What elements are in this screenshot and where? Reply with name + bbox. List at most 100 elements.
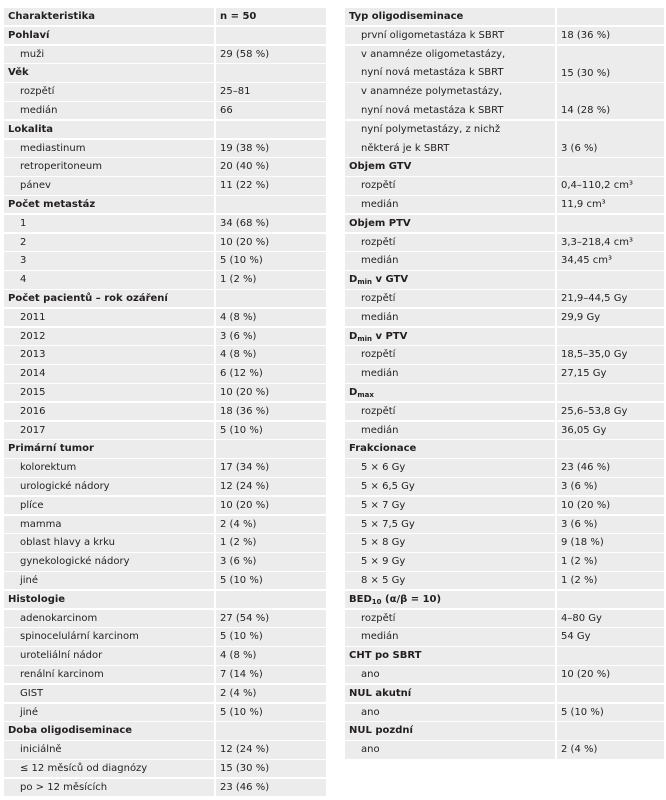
- row-label: medián: [345, 252, 555, 270]
- row-value: 4–80 Gy: [557, 609, 664, 627]
- row-value: 5 (10 %): [216, 421, 326, 439]
- row-label: ano: [345, 703, 555, 721]
- row-label: rozpětí: [345, 346, 555, 364]
- row-label: 4: [4, 271, 214, 289]
- row-value: 0,4–110,2 cm³: [557, 177, 664, 195]
- row-value: 10 (20 %): [216, 233, 326, 251]
- row-value: 6 (12 %): [216, 365, 326, 383]
- cell-text: ≤ 12 měsíců od diagnózy: [20, 763, 148, 774]
- cell-text: medián: [361, 631, 399, 643]
- row-label: medián: [345, 308, 555, 327]
- row-value: 3,3–218,4 cm³: [557, 233, 664, 251]
- cell-text: 25–81: [220, 86, 251, 98]
- section-blank: [216, 290, 326, 308]
- cell-text: uroteliální nádor: [20, 650, 103, 662]
- cell-text: 10 (20 %): [561, 669, 611, 680]
- cell-text: rozpětí: [361, 405, 396, 417]
- row-value: 3 (6 %): [216, 553, 326, 571]
- section-blank: [557, 590, 664, 609]
- section-title: BED10 (α/β = 10): [345, 590, 555, 609]
- cell-text-rest: (α/β = 10): [381, 593, 442, 605]
- cell-text-base: D: [349, 387, 358, 398]
- cell-text: CHT po SBRT: [349, 650, 422, 662]
- row-value: 34 (68 %): [216, 214, 326, 233]
- row-value: 2 (4 %): [216, 515, 326, 533]
- cell-text-sub: min: [357, 334, 372, 343]
- row-value: 15 (30 %): [216, 760, 326, 778]
- section-blank: [557, 722, 664, 740]
- row-value: 4 (8 %): [216, 308, 326, 327]
- row-label: urologické nádory: [4, 478, 214, 496]
- cell-text: Počet pacientů – rok ozáření: [8, 293, 168, 304]
- cell-text: 12 (24 %): [220, 744, 270, 756]
- section-blank: [557, 684, 664, 703]
- cell-text: 4 (8 %): [220, 650, 257, 662]
- cell-text: 14 (28 %): [561, 105, 611, 117]
- cell-text: 2 (4 %): [220, 687, 257, 699]
- cell-text: 2017: [20, 424, 46, 436]
- row-value: 23 (46 %): [557, 459, 664, 477]
- row-label: rozpětí: [345, 177, 555, 195]
- row-label: plíce: [4, 496, 214, 515]
- cell-text: 19 (38 %): [220, 142, 270, 154]
- row-label: 5 × 8 Gy: [345, 534, 555, 552]
- cell-text: 5 × 9 Gy: [361, 556, 406, 568]
- cell-text: oblast hlavy a krku: [20, 537, 115, 549]
- cell-text: rozpětí: [361, 236, 396, 248]
- cell-text: rozpětí: [361, 349, 396, 361]
- row-label: 2017: [4, 421, 214, 439]
- row-label: uroteliální nádor: [4, 647, 214, 665]
- cell-text: adenokarcinom: [20, 612, 98, 624]
- section-title: Počet pacientů – rok ozáření: [4, 290, 214, 308]
- cell-text: 5 × 6 Gy: [361, 462, 406, 474]
- row-value: 20 (40 %): [216, 158, 326, 176]
- cell-line: nyní polymetastázy, z nichž: [361, 123, 501, 135]
- cell-text: kolorektum: [20, 462, 77, 474]
- cell-text-rest: v PTV: [372, 330, 408, 342]
- cell-text: renální karcinom: [20, 669, 104, 680]
- row-value: 14 (28 %): [557, 83, 664, 120]
- row-label: 5 × 9 Gy: [345, 553, 555, 571]
- row-label: retroperitoneum: [4, 158, 214, 176]
- cell-text: 5 (10 %): [220, 706, 263, 718]
- section-blank: [216, 722, 326, 740]
- cell-text: 2015: [20, 387, 46, 398]
- cell-text: 34 (68 %): [220, 217, 270, 229]
- cell-text: 10 (20 %): [220, 499, 270, 511]
- cell-text: 7 (14 %): [220, 669, 263, 680]
- row-value: 18,5–35,0 Gy: [557, 346, 664, 364]
- cell-text: 1 (2 %): [561, 556, 598, 568]
- cell-line: v anamnéze polymetastázy,: [361, 86, 503, 98]
- row-label: ≤ 12 měsíců od diagnózy: [4, 760, 214, 778]
- row-value: 1 (2 %): [557, 572, 664, 590]
- cell-text: Věk: [8, 67, 29, 79]
- row-value: 3 (6 %): [557, 478, 664, 496]
- cell-text: 27,15 Gy: [561, 368, 607, 380]
- row-value: 9 (18 %): [557, 534, 664, 552]
- row-value: 1 (2 %): [216, 271, 326, 289]
- cell-text: 5 (10 %): [561, 706, 604, 718]
- section-title: Frakcionace: [345, 440, 555, 458]
- cell-text: 5 (10 %): [220, 424, 263, 436]
- cell-text: 4: [20, 274, 27, 286]
- row-value: 25–81: [216, 83, 326, 101]
- section-blank: [216, 590, 326, 609]
- cell-text: 10 (20 %): [220, 236, 270, 248]
- cell-text: medián: [361, 424, 399, 436]
- row-label: po > 12 měsících: [4, 778, 214, 797]
- cell-text: 2014: [20, 368, 46, 380]
- cell-text: Frakcionace: [349, 443, 417, 455]
- section-title: Primární tumor: [4, 440, 214, 458]
- cell-text: 34,45 cm³: [561, 255, 613, 267]
- row-label: 2012: [4, 327, 214, 345]
- cell-text: medián: [361, 311, 399, 323]
- row-value: 4 (8 %): [216, 647, 326, 665]
- cell-text-base: BED: [349, 593, 372, 605]
- row-label: nyní polymetastázy, z nichž některá je k …: [345, 120, 555, 157]
- cell-text: 4–80 Gy: [561, 612, 602, 624]
- cell-text: 2: [20, 236, 27, 248]
- section-title: Typ oligodiseminace: [345, 8, 555, 26]
- cell-text: 23 (46 %): [561, 462, 611, 474]
- row-value: 11,9 cm³: [557, 196, 664, 214]
- row-label: 5 × 7,5 Gy: [345, 515, 555, 533]
